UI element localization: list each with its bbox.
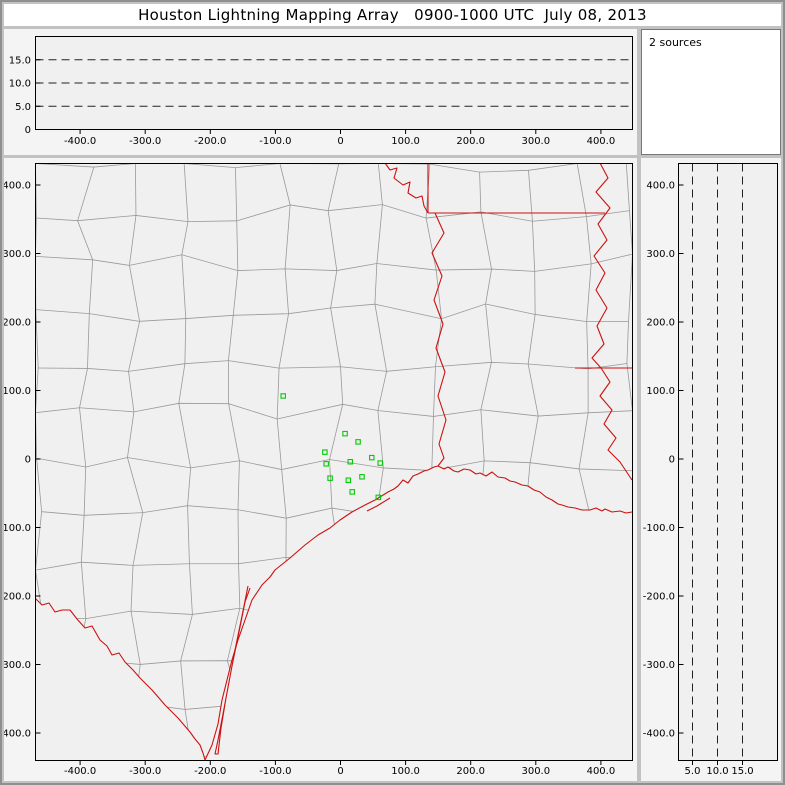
map-plot-border bbox=[35, 163, 633, 761]
svg-text:-100.0: -100.0 bbox=[259, 766, 291, 777]
svg-text:200.0: 200.0 bbox=[456, 136, 485, 147]
altitude-ew-plot[interactable]: 15.0 10.0 5.0 0 -400.0 -300.0 -200.0 -100.0 0 100… bbox=[4, 29, 637, 155]
alt-ew-x-axis: -400.0 -300.0 -200.0 -100.0 0 100.0 200.0 300.0… bbox=[64, 129, 616, 147]
state-borders-and-coastline bbox=[35, 163, 633, 761]
svg-text:400.0: 400.0 bbox=[646, 181, 675, 192]
station-marker bbox=[377, 460, 383, 466]
svg-text:-100.0: -100.0 bbox=[259, 136, 291, 147]
svg-text:5.0: 5.0 bbox=[15, 102, 31, 113]
station-marker bbox=[368, 454, 375, 461]
svg-text:100.0: 100.0 bbox=[646, 386, 675, 397]
svg-text:-400.0: -400.0 bbox=[64, 766, 96, 777]
svg-text:0: 0 bbox=[337, 136, 343, 147]
svg-text:-400.0: -400.0 bbox=[64, 136, 96, 147]
window-title: Houston Lightning Mapping Array 0900-100… bbox=[138, 6, 647, 24]
svg-text:15.0: 15.0 bbox=[731, 766, 753, 777]
svg-text:-300.0: -300.0 bbox=[643, 660, 675, 671]
svg-text:-300.0: -300.0 bbox=[129, 136, 161, 147]
title-bar: Houston Lightning Mapping Array 0900-100… bbox=[4, 4, 781, 26]
svg-text:15.0: 15.0 bbox=[9, 55, 31, 66]
station-marker bbox=[327, 475, 333, 481]
station-marker bbox=[375, 494, 382, 501]
station-marker bbox=[342, 430, 348, 437]
map-y-axis: 400.0 300.0 200.0 100.0 0 -100.0 -200.0 -300.0 -… bbox=[4, 181, 41, 740]
alt-ns-plot-bg bbox=[678, 163, 778, 761]
svg-text:400.0: 400.0 bbox=[4, 181, 31, 192]
altitude-ns-plot[interactable]: 400.0 300.0 200.0 100.0 0 -100.0 -200.0 -300.0 -… bbox=[641, 158, 781, 781]
alt-ew-plot-border bbox=[35, 36, 633, 130]
svg-text:300.0: 300.0 bbox=[521, 136, 550, 147]
svg-text:-300.0: -300.0 bbox=[4, 660, 31, 671]
svg-text:0: 0 bbox=[337, 766, 343, 777]
lma-station-markers bbox=[280, 393, 383, 501]
map-x-axis: -400.0 -300.0 -200.0 -100.0 0 100.0 200.0 300.0… bbox=[64, 760, 616, 777]
svg-text:5.0: 5.0 bbox=[685, 766, 701, 777]
sources-panel: 2 sources bbox=[641, 29, 781, 155]
plan-view-map-plot[interactable]: 400.0300.0200.0100.00-100.0-200.0-300.0-… bbox=[4, 158, 637, 781]
water-and-mexico-fill bbox=[35, 466, 632, 760]
svg-text:200.0: 200.0 bbox=[4, 318, 31, 329]
station-marker bbox=[359, 474, 365, 480]
sources-count-label: 2 sources bbox=[649, 36, 702, 49]
station-marker bbox=[280, 393, 286, 399]
svg-text:-100.0: -100.0 bbox=[4, 523, 31, 534]
svg-text:-200.0: -200.0 bbox=[643, 592, 675, 603]
svg-text:300.0: 300.0 bbox=[521, 766, 550, 777]
svg-text:-200.0: -200.0 bbox=[194, 766, 226, 777]
svg-text:-200.0: -200.0 bbox=[194, 136, 226, 147]
altitude-ns-panel[interactable]: 400.0 300.0 200.0 100.0 0 -100.0 -200.0 -300.0 -… bbox=[641, 158, 781, 781]
svg-text:200.0: 200.0 bbox=[646, 318, 675, 329]
svg-text:0: 0 bbox=[25, 125, 31, 136]
altitude-ew-panel[interactable]: 15.0 10.0 5.0 0 -400.0 -300.0 -200.0 -100.0 0 100… bbox=[4, 29, 637, 155]
svg-text:200.0: 200.0 bbox=[456, 766, 485, 777]
plan-view-map-panel[interactable]: 400.0300.0200.0100.00-100.0-200.0-300.0-… bbox=[4, 158, 637, 781]
svg-text:100.0: 100.0 bbox=[4, 386, 31, 397]
svg-text:100.0: 100.0 bbox=[391, 136, 420, 147]
svg-text:400.0: 400.0 bbox=[587, 766, 616, 777]
station-marker bbox=[349, 489, 355, 495]
svg-text:-200.0: -200.0 bbox=[4, 592, 31, 603]
alt-ns-plot-border bbox=[678, 163, 778, 761]
svg-text:-300.0: -300.0 bbox=[129, 766, 161, 777]
svg-text:400.0: 400.0 bbox=[587, 136, 616, 147]
station-marker bbox=[347, 458, 354, 465]
alt-ns-dashed-gridlines bbox=[692, 163, 743, 761]
alt-ns-y-axis: 400.0 300.0 200.0 100.0 0 -100.0 -200.0 -300.0 -… bbox=[643, 181, 684, 740]
svg-text:-400.0: -400.0 bbox=[643, 729, 675, 740]
station-marker bbox=[345, 477, 352, 483]
svg-text:-100.0: -100.0 bbox=[643, 523, 675, 534]
svg-text:-400.0: -400.0 bbox=[4, 729, 31, 740]
alt-ns-x-axis: 5.0 10.0 15.0 bbox=[685, 760, 754, 777]
svg-text:300.0: 300.0 bbox=[646, 249, 675, 260]
svg-text:300.0: 300.0 bbox=[4, 249, 31, 260]
svg-text:100.0: 100.0 bbox=[391, 766, 420, 777]
station-marker bbox=[323, 461, 329, 467]
svg-text:0: 0 bbox=[669, 455, 675, 466]
svg-text:10.0: 10.0 bbox=[706, 766, 728, 777]
station-marker bbox=[355, 439, 361, 445]
svg-text:0: 0 bbox=[25, 455, 31, 466]
svg-text:10.0: 10.0 bbox=[9, 79, 31, 90]
station-marker bbox=[322, 449, 328, 455]
alt-ew-dashed-gridlines bbox=[35, 59, 633, 107]
